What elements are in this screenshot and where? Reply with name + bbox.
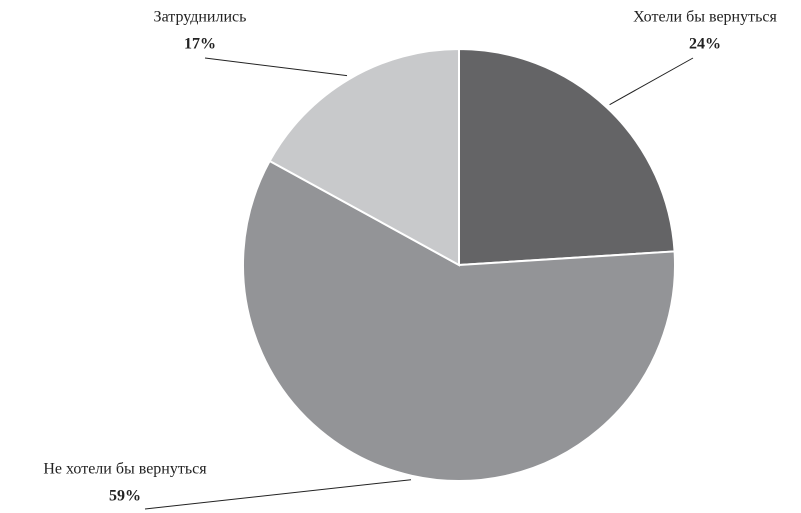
pie-slice [458,47,676,267]
pie-slice [268,47,460,267]
leader-line [144,479,412,510]
leader-line [609,57,694,106]
pie-slice [242,159,676,482]
slice-label: Хотели бы вернуться [633,9,777,26]
leader-line [204,57,348,77]
slice-value-label: 17% [184,36,216,53]
slice-value-label: 24% [689,36,721,53]
slice-label: Затруднились [154,9,247,26]
slice-value-label: 59% [109,488,141,505]
slice-label: Не хотели бы вернуться [43,461,207,478]
